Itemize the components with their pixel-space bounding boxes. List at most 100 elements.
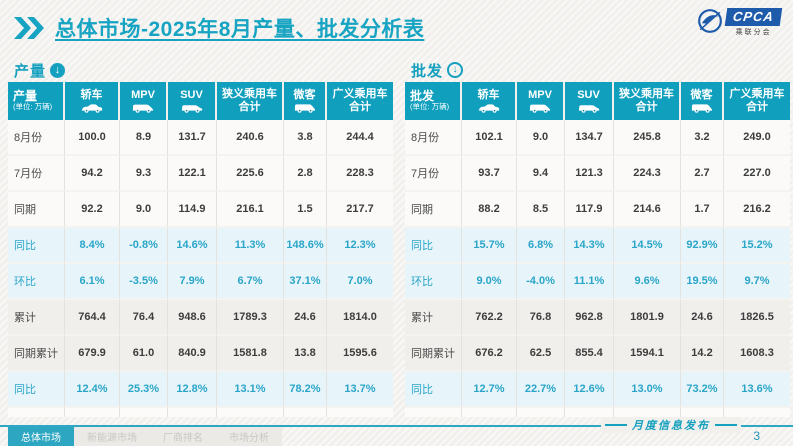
page-title: 总体市场-2025年8月产量、批发分析表 <box>55 18 425 41</box>
cell-value: 676.2 <box>462 336 517 372</box>
column-header: 广义乘用车 合计 <box>724 82 790 120</box>
cell-value: 13.7% <box>327 372 393 408</box>
tab-市场分析[interactable]: 市场分析 <box>229 433 269 444</box>
slide-tabs: 总体市场 新能源市场 厂商排名 市场分析 <box>8 427 282 446</box>
table-row: 累计 762.2 76.8 962.8 1801.9 24.6 1826.5 <box>405 300 790 336</box>
cell-value: 19.5% <box>681 264 724 300</box>
mpv-icon <box>529 104 551 113</box>
column-header: 轿车 <box>462 82 517 120</box>
cell-value: 92.2 <box>65 192 120 228</box>
row-label: 同比 <box>8 228 65 264</box>
cell-value: 11.3% <box>217 228 284 264</box>
row-label: 8月份 <box>8 120 65 156</box>
production-table-header-row: 产量 (单位: 万辆) 轿车 MPV SUV 狭义乘用车 合计 微客 广义乘用车 合计 <box>8 82 393 120</box>
cell-value: 61.0 <box>120 336 168 372</box>
table-row: 同比 8.4% -0.8% 14.6% 11.3% 148.6% 12.3% <box>8 228 393 264</box>
cell-value: 679.9 <box>65 336 120 372</box>
row-label: 同比 <box>8 372 65 408</box>
cell-value: 62.5 <box>517 336 565 372</box>
cell-value: 14.2 <box>681 336 724 372</box>
cell-value: 224.3 <box>614 156 681 192</box>
table-row: 7月份 94.2 9.3 122.1 225.6 2.8 228.3 <box>8 156 393 192</box>
table-row: 7月份 93.7 9.4 121.3 224.3 2.7 227.0 <box>405 156 790 192</box>
cell-value: 228.3 <box>327 156 393 192</box>
column-header: 微客 <box>284 82 327 120</box>
cell-value: 88.2 <box>462 192 517 228</box>
cell-value: -0.8% <box>120 228 168 264</box>
cpca-emblem-icon <box>698 9 723 33</box>
cell-value: 762.2 <box>462 300 517 336</box>
cell-value: 12.6% <box>565 372 614 408</box>
row-label: 同比 <box>405 372 462 408</box>
cell-value: 15.2% <box>724 228 790 264</box>
cell-value: 14.5% <box>614 228 681 264</box>
cell-value: 13.6% <box>724 372 790 408</box>
cell-value: 92.9% <box>681 228 724 264</box>
spacer-row <box>8 408 393 417</box>
cell-value: 12.4% <box>65 372 120 408</box>
wholesale-section-head: 批发 ↓ <box>405 60 790 80</box>
column-header: MPV <box>120 82 168 120</box>
table-row: 环比 9.0% -4.0% 11.1% 9.6% 19.5% 9.7% <box>405 264 790 300</box>
table-row: 8月份 100.0 8.9 131.7 240.6 3.8 244.4 <box>8 120 393 156</box>
cell-value: 240.6 <box>217 120 284 156</box>
cell-value: 122.1 <box>168 156 217 192</box>
minivan-icon <box>294 104 315 113</box>
dash-right <box>715 424 737 426</box>
footer-divider-line <box>0 425 793 427</box>
cell-value: 216.1 <box>217 192 284 228</box>
tab-新能源市场[interactable]: 新能源市场 <box>87 433 137 444</box>
row-label: 环比 <box>8 264 65 300</box>
cell-value: 93.7 <box>462 156 517 192</box>
table-row: 同期 92.2 9.0 114.9 216.1 1.5 217.7 <box>8 192 393 228</box>
row-label: 同比 <box>405 228 462 264</box>
cell-value: 9.0 <box>517 120 565 156</box>
mpv-icon <box>132 104 154 113</box>
column-header: 狭义乘用车 合计 <box>614 82 681 120</box>
cell-value: 76.8 <box>517 300 565 336</box>
cell-value: 73.2% <box>681 372 724 408</box>
cell-value: 8.9 <box>120 120 168 156</box>
sedan-icon <box>478 104 499 113</box>
cell-value: 9.0% <box>462 264 517 300</box>
table-row: 同期累计 676.2 62.5 855.4 1594.1 14.2 1608.3 <box>405 336 790 372</box>
table-row: 同期累计 679.9 61.0 840.9 1581.8 13.8 1595.6 <box>8 336 393 372</box>
cell-value: 3.2 <box>681 120 724 156</box>
cell-value: 24.6 <box>681 300 724 336</box>
cell-value: 76.4 <box>120 300 168 336</box>
column-header: MPV <box>517 82 565 120</box>
cell-value: 6.7% <box>217 264 284 300</box>
cell-value: 94.2 <box>65 156 120 192</box>
cell-value: 9.0 <box>120 192 168 228</box>
publish-label: 月度信息发布 <box>601 417 741 433</box>
production-table-body: 8月份 100.0 8.9 131.7 240.6 3.8 244.4 7月份 94.2 9.3 1… <box>8 120 393 417</box>
cell-value: 9.7% <box>724 264 790 300</box>
minivan-icon <box>691 104 712 113</box>
cell-value: 13.8 <box>284 336 327 372</box>
row-label: 累计 <box>8 300 65 336</box>
spacer-row <box>405 408 790 417</box>
cell-value: 13.0% <box>614 372 681 408</box>
cell-value: 214.6 <box>614 192 681 228</box>
cell-value: 840.9 <box>168 336 217 372</box>
cell-value: 1.5 <box>284 192 327 228</box>
cell-value: 9.3 <box>120 156 168 192</box>
tab-厂商排名[interactable]: 厂商排名 <box>163 433 203 444</box>
suv-icon <box>578 105 599 113</box>
publish-label-text: 月度信息发布 <box>632 419 710 432</box>
cell-value: 24.6 <box>284 300 327 336</box>
cell-value: 1595.6 <box>327 336 393 372</box>
wholesale-table-body: 8月份 102.1 9.0 134.7 245.8 3.2 249.0 7月份 93.7 9.4 1… <box>405 120 790 417</box>
cell-value: 227.0 <box>724 156 790 192</box>
table-row: 环比 6.1% -3.5% 7.9% 6.7% 37.1% 7.0% <box>8 264 393 300</box>
tab-总体市场[interactable]: 总体市场 <box>8 427 74 446</box>
cell-value: 1.7 <box>681 192 724 228</box>
column-header: 广义乘用车 合计 <box>327 82 393 120</box>
cell-value: 148.6% <box>284 228 327 264</box>
cell-value: 7.9% <box>168 264 217 300</box>
logo-subtitle: 乘联分会 <box>735 28 772 36</box>
production-table: 产量 (单位: 万辆) 轿车 MPV SUV 狭义乘用车 合计 微客 广义乘用车 合计 8月份… <box>8 82 393 417</box>
cell-value: 245.8 <box>614 120 681 156</box>
cell-value: 1826.5 <box>724 300 790 336</box>
